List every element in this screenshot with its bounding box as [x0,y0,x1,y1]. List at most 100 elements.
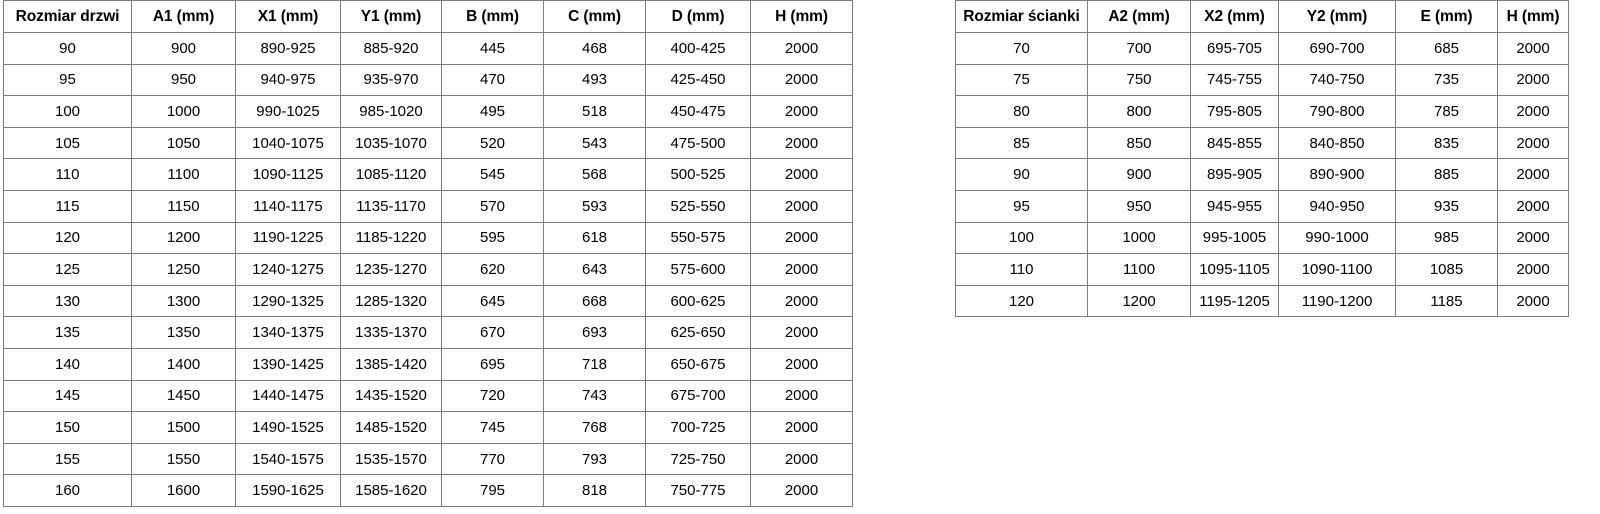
door-cell-r2-c6: 450-475 [645,95,751,128]
door-cell-r3-c7: 2000 [750,126,853,160]
door-cell-r4-c4: 545 [441,158,544,191]
wall-cell-r3-c1: 850 [1087,126,1191,160]
door-cell-r7-c6: 575-600 [645,253,751,286]
door-cell-r9-c1: 1350 [131,316,236,349]
door-header-cell-3: Y1 (mm) [340,0,442,33]
wall-cell-r7-c3: 1090-1100 [1278,253,1396,286]
door-cell-r13-c1: 1550 [131,442,236,476]
door-cell-r3-c5: 543 [543,126,646,160]
table-row: 110 1100 1095-1105 1090-1100 1085 2000 [955,253,1569,286]
door-cell-r1-c0: 95 [3,63,132,97]
table-row: 120 1200 1190-1225 1185-1220 595 618 550-575 20… [3,221,853,255]
door-cell-r2-c2: 990-1025 [235,95,341,128]
door-cell-r1-c4: 470 [441,63,544,97]
wall-cell-r2-c3: 790-800 [1278,95,1396,128]
door-cell-r2-c1: 1000 [131,95,236,128]
table-row: 75 750 745-755 740-750 735 2000 [955,63,1569,97]
door-cell-r14-c4: 795 [441,474,544,507]
door-cell-r3-c6: 475-500 [645,126,751,160]
door-cell-r4-c1: 1100 [131,158,236,191]
door-cell-r6-c5: 618 [543,221,646,255]
door-cell-r10-c5: 718 [543,347,646,381]
door-cell-r1-c5: 493 [543,63,646,97]
door-cell-r14-c0: 160 [3,474,132,507]
door-cell-r4-c6: 500-525 [645,158,751,191]
door-cell-r14-c5: 818 [543,474,646,507]
door-cell-r2-c7: 2000 [750,95,853,128]
door-cell-r11-c2: 1440-1475 [235,379,341,413]
door-cell-r14-c7: 2000 [750,474,853,507]
door-cell-r6-c4: 595 [441,221,544,255]
wall-header-cell-5: H (mm) [1497,0,1569,33]
door-cell-r10-c0: 140 [3,347,132,381]
door-cell-r4-c5: 568 [543,158,646,191]
door-cell-r0-c5: 468 [543,32,646,65]
table-row: 115 1150 1140-1175 1135-1170 570 593 525-550 20… [3,189,853,223]
wall-cell-r2-c5: 2000 [1497,95,1569,128]
door-cell-r9-c4: 670 [441,316,544,349]
door-size-table-header: Rozmiar drzwi A1 (mm) X1 (mm) Y1 (mm) B (mm)… [3,0,853,33]
door-cell-r2-c4: 495 [441,95,544,128]
door-cell-r10-c1: 1400 [131,347,236,381]
wall-cell-r3-c5: 2000 [1497,126,1569,160]
door-cell-r12-c5: 768 [543,411,646,444]
door-cell-r12-c3: 1485-1520 [340,411,442,444]
door-cell-r3-c0: 105 [3,126,132,160]
door-cell-r8-c7: 2000 [750,284,853,318]
door-cell-r12-c4: 745 [441,411,544,444]
door-cell-r8-c5: 668 [543,284,646,318]
wall-cell-r4-c4: 885 [1395,158,1498,191]
door-cell-r9-c7: 2000 [750,316,853,349]
door-cell-r12-c7: 2000 [750,411,853,444]
door-cell-r3-c1: 1050 [131,126,236,160]
door-cell-r11-c6: 675-700 [645,379,751,413]
wall-cell-r0-c3: 690-700 [1278,32,1396,65]
table-row: 90 900 890-925 885-920 445 468 400-425 2000 [3,32,853,65]
door-header-cell-6: D (mm) [645,0,751,33]
wall-cell-r2-c2: 795-805 [1190,95,1279,128]
door-size-table: Rozmiar drzwi A1 (mm) X1 (mm) Y1 (mm) B (mm)… [3,0,853,507]
wall-cell-r6-c0: 100 [955,221,1088,255]
door-cell-r3-c2: 1040-1075 [235,126,341,160]
door-cell-r11-c4: 720 [441,379,544,413]
wall-cell-r3-c3: 840-850 [1278,126,1396,160]
wall-cell-r1-c3: 740-750 [1278,63,1396,97]
wall-cell-r8-c3: 1190-1200 [1278,284,1396,318]
wall-cell-r5-c0: 95 [955,189,1088,223]
door-cell-r10-c7: 2000 [750,347,853,381]
wall-cell-r2-c0: 80 [955,95,1088,128]
wall-cell-r0-c5: 2000 [1497,32,1569,65]
wall-cell-r6-c1: 1000 [1087,221,1191,255]
door-cell-r13-c7: 2000 [750,442,853,476]
wall-cell-r4-c5: 2000 [1497,158,1569,191]
door-cell-r12-c1: 1500 [131,411,236,444]
wall-cell-r6-c4: 985 [1395,221,1498,255]
wall-cell-r2-c4: 785 [1395,95,1498,128]
door-cell-r11-c0: 145 [3,379,132,413]
wall-panel-size-table-header: Rozmiar ścianki A2 (mm) X2 (mm) Y2 (mm) E (m… [955,0,1569,33]
door-cell-r5-c6: 525-550 [645,189,751,223]
wall-cell-r3-c2: 845-855 [1190,126,1279,160]
door-cell-r5-c5: 593 [543,189,646,223]
door-cell-r8-c1: 1300 [131,284,236,318]
door-cell-r13-c4: 770 [441,442,544,476]
table-row: 70 700 695-705 690-700 685 2000 [955,32,1569,65]
door-cell-r7-c3: 1235-1270 [340,253,442,286]
door-cell-r9-c2: 1340-1375 [235,316,341,349]
door-cell-r1-c6: 425-450 [645,63,751,97]
door-cell-r12-c6: 700-725 [645,411,751,444]
door-cell-r11-c3: 1435-1520 [340,379,442,413]
door-cell-r8-c0: 130 [3,284,132,318]
table-row: 105 1050 1040-1075 1035-1070 520 543 475-500 20… [3,126,853,160]
door-cell-r13-c2: 1540-1575 [235,442,341,476]
table-row: 160 1600 1590-1625 1585-1620 795 818 750-775 20… [3,474,853,507]
door-cell-r5-c1: 1150 [131,189,236,223]
table-row: 120 1200 1195-1205 1190-1200 1185 2000 [955,284,1569,318]
wall-cell-r0-c1: 700 [1087,32,1191,65]
door-cell-r14-c2: 1590-1625 [235,474,341,507]
door-cell-r7-c5: 643 [543,253,646,286]
wall-cell-r3-c4: 835 [1395,126,1498,160]
door-cell-r13-c3: 1535-1570 [340,442,442,476]
door-cell-r14-c6: 750-775 [645,474,751,507]
wall-cell-r6-c5: 2000 [1497,221,1569,255]
